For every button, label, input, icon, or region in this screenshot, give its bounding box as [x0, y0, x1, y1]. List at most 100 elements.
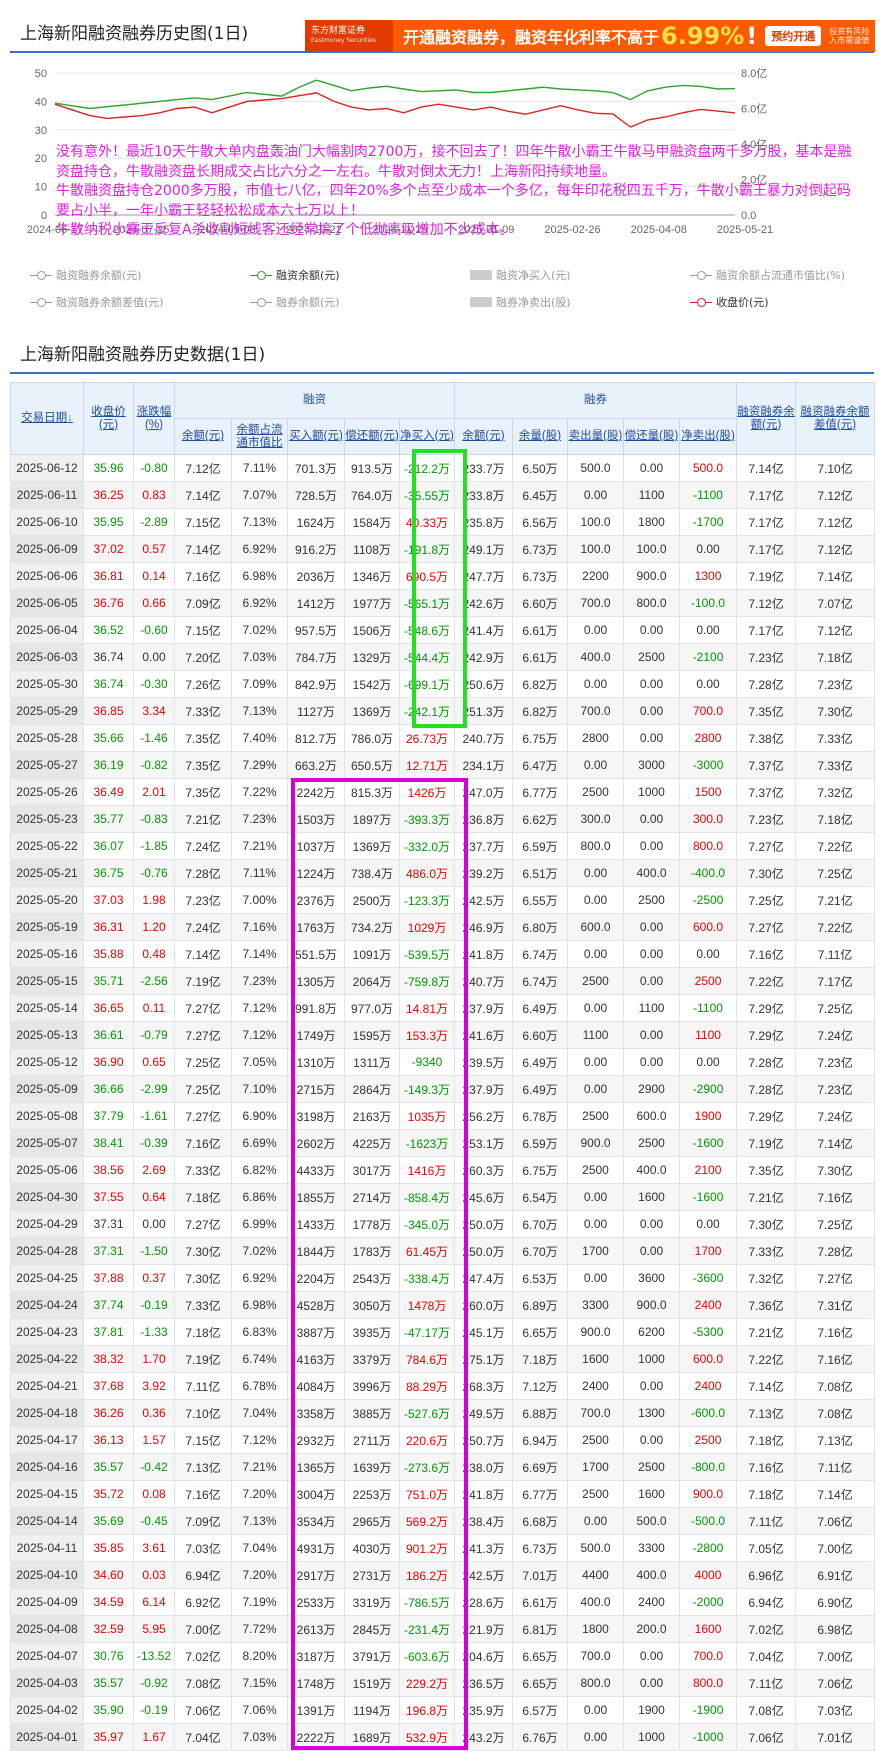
- cell-balance-diff: 7.18亿: [795, 805, 876, 833]
- cell-repay: 2064万: [344, 967, 400, 995]
- cell-fin-balance: 7.27亿: [174, 1102, 232, 1130]
- col-lend-qty[interactable]: 余量(股): [512, 418, 569, 455]
- cell-repay: 1311万: [344, 1048, 400, 1076]
- cell-sell-qty: 0.00: [567, 1264, 625, 1292]
- promo-banner[interactable]: 东方财富证券 Eastmoney Securities 开通融资融券，融资年化利…: [305, 20, 875, 52]
- cell-sell-qty: 0.00: [567, 1723, 625, 1751]
- cell-total-balance: 7.27亿: [736, 913, 797, 941]
- cell-change: 0.66: [133, 589, 175, 617]
- cell-total-balance: 7.25亿: [736, 886, 797, 914]
- table-row: 2025-04-02 35.90 -0.19 7.06亿 7.06% 1391万 1194万…: [10, 1696, 876, 1724]
- cell-lend-balance: 250.6万: [454, 670, 514, 698]
- margin-history-table: 交易日期↓ 收盘价(元) 涨跌幅(%) 融资 融券 融资融券余额(元) 融资融券…: [10, 382, 876, 1751]
- cell-lend-qty: 6.82万: [512, 670, 569, 698]
- cell-date: 2025-04-24: [10, 1291, 84, 1319]
- col-change[interactable]: 涨跌幅(%): [133, 382, 175, 455]
- table-row: 2025-06-12 35.96 -0.80 7.12亿 7.11% 701.3万 913.…: [10, 454, 876, 482]
- cell-sell-qty: 3300: [567, 1291, 625, 1319]
- cell-net-buy: -858.4万: [398, 1183, 456, 1211]
- table-row: 2025-05-27 36.19 -0.82 7.35亿 7.29% 663.2万 650.…: [10, 751, 876, 779]
- cell-fin-balance: 7.35亿: [174, 751, 232, 779]
- x-tick-label: 2025-02-26: [544, 224, 600, 236]
- cell-repay-qty: 900.0: [623, 1291, 681, 1319]
- legend-close-price[interactable]: 收盘价(元): [690, 294, 769, 310]
- cell-repay: 650.5万: [344, 751, 400, 779]
- cell-change: -2.89: [133, 508, 175, 536]
- reserve-open-button[interactable]: 预约开通: [765, 26, 822, 46]
- legend-financing-balance[interactable]: 融资余额(元): [250, 267, 340, 283]
- col-buy[interactable]: 买入额(元): [287, 418, 345, 455]
- cell-balance-diff: 7.30亿: [795, 1156, 876, 1184]
- cell-net-sell: 1900: [679, 1102, 738, 1130]
- cell-fin-ratio: 6.90%: [231, 1102, 288, 1130]
- cell-date: 2025-06-05: [10, 589, 84, 617]
- legend-lending-balance[interactable]: 融券余额(元): [250, 294, 340, 310]
- margin-history-chart[interactable]: 0 10 20 30 40 50 0.0 2.0亿 4.0亿 6.0亿 8.0亿 2024-06-17…: [0, 68, 884, 268]
- cell-buy: 1763万: [287, 913, 345, 941]
- cell-change: 0.14: [133, 562, 175, 590]
- cell-change: 0.37: [133, 1264, 175, 1292]
- cell-net-sell: -1600: [679, 1183, 738, 1211]
- cell-lend-qty: 6.73万: [512, 535, 569, 563]
- cell-fin-balance: 7.25亿: [174, 1048, 232, 1076]
- cell-close: 37.31: [83, 1237, 134, 1265]
- cell-buy: 1365万: [287, 1453, 345, 1481]
- cell-lend-qty: 6.75万: [512, 724, 569, 752]
- cell-repay-qty: 0.00: [623, 832, 681, 860]
- cell-net-sell: -1700: [679, 508, 738, 536]
- cell-buy: 728.5万: [287, 481, 345, 509]
- col-date[interactable]: 交易日期↓: [10, 382, 84, 455]
- cell-repay: 913.5万: [344, 454, 400, 482]
- cell-repay: 4225万: [344, 1129, 400, 1157]
- cell-repay: 2845万: [344, 1615, 400, 1643]
- annotation-line-1: 没有意外！最近10天牛散大单内盘轰油门大幅割肉2700万，接不回去了！四年牛散小…: [56, 144, 852, 180]
- cell-close: 37.74: [83, 1291, 134, 1319]
- col-close[interactable]: 收盘价(元): [83, 382, 134, 455]
- cell-net-buy: -603.6万: [398, 1642, 456, 1670]
- legend-balance-diff[interactable]: 融资融券余额差值(元): [30, 294, 164, 310]
- cell-repay-qty: 3000: [623, 751, 681, 779]
- cell-buy: 1749万: [287, 1021, 345, 1049]
- col-repay-qty[interactable]: 偿还量(股): [623, 418, 681, 455]
- legend-financing-ratio[interactable]: 融资余额占流通市值比(%): [690, 267, 845, 283]
- col-lend-balance[interactable]: 余额(元): [454, 418, 514, 455]
- col-total-balance[interactable]: 融资融券余额(元): [736, 382, 797, 455]
- legend-lending-net-sell[interactable]: 融券净卖出(股): [470, 294, 571, 310]
- cell-lend-balance: 246.9万: [454, 913, 514, 941]
- cell-buy: 3004万: [287, 1480, 345, 1508]
- cell-net-buy: 751.0万: [398, 1480, 456, 1508]
- cell-date: 2025-06-09: [10, 535, 84, 563]
- table-row: 2025-04-24 37.74 -0.19 7.33亿 6.98% 4528万 3050万…: [10, 1291, 876, 1319]
- col-fin-balance[interactable]: 余额(元): [174, 418, 232, 455]
- cell-date: 2025-05-07: [10, 1129, 84, 1157]
- legend-margin-total[interactable]: 融资融券余额(元): [30, 267, 142, 283]
- cell-buy: 2036万: [287, 562, 345, 590]
- cell-net-buy: -149.3万: [398, 1075, 456, 1103]
- cell-balance-diff: 7.24亿: [795, 1021, 876, 1049]
- cell-total-balance: 7.04亿: [736, 1642, 797, 1670]
- col-fin-ratio[interactable]: 余额占流通市值比: [231, 418, 288, 455]
- cell-total-balance: 7.37亿: [736, 778, 797, 806]
- col-sell-qty[interactable]: 卖出量(股): [567, 418, 625, 455]
- cell-buy: 1224万: [287, 859, 345, 887]
- legend-financing-net-buy[interactable]: 融资净买入(元): [470, 267, 571, 283]
- cell-total-balance: 6.94亿: [736, 1588, 797, 1616]
- table-row: 2025-05-14 36.65 0.11 7.27亿 7.12% 991.8万 977.0…: [10, 994, 876, 1022]
- cell-balance-diff: 6.90亿: [795, 1588, 876, 1616]
- cell-balance-diff: 7.28亿: [795, 1237, 876, 1265]
- col-balance-diff[interactable]: 融资融券余额差值(元): [795, 382, 876, 455]
- cell-lend-qty: 6.47万: [512, 751, 569, 779]
- col-net-buy[interactable]: 净买入(元): [398, 418, 456, 455]
- chart-section-divider: [10, 51, 874, 53]
- cell-repay-qty: 600.0: [623, 1102, 681, 1130]
- cell-change: -1.61: [133, 1102, 175, 1130]
- col-net-sell[interactable]: 净卖出(股): [679, 418, 738, 455]
- cell-lend-qty: 6.69万: [512, 1453, 569, 1481]
- cell-balance-diff: 7.00亿: [795, 1534, 876, 1562]
- cell-lend-balance: 251.3万: [454, 697, 514, 725]
- col-repay[interactable]: 偿还额(元): [344, 418, 400, 455]
- cell-lend-balance: 237.7万: [454, 832, 514, 860]
- sort-arrow-icon[interactable]: ↓: [67, 412, 73, 424]
- cell-total-balance: 7.35亿: [736, 697, 797, 725]
- cell-repay-qty: 0.00: [623, 1048, 681, 1076]
